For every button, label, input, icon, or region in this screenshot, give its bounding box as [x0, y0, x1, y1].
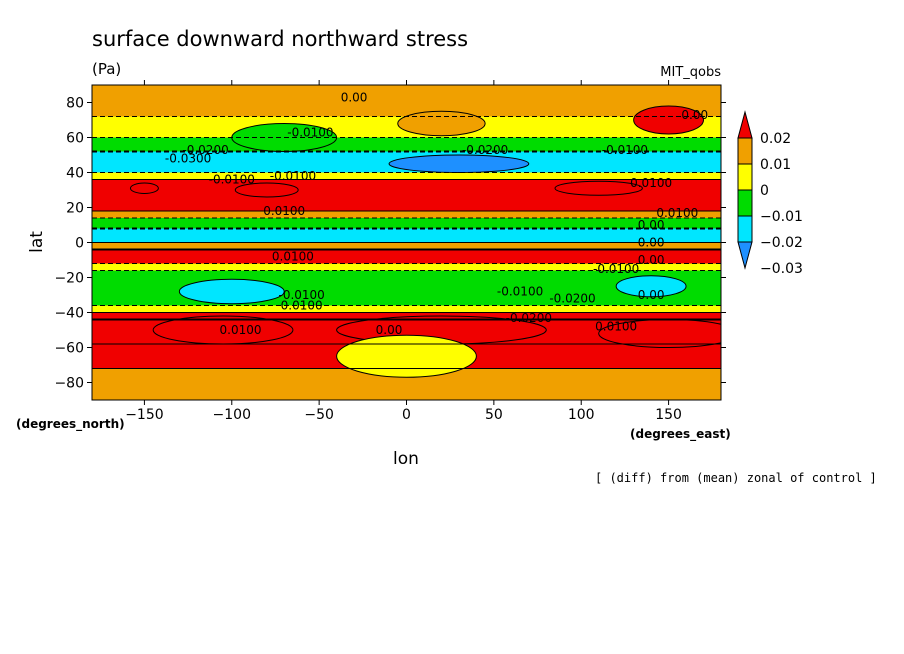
contour-label: -0.0100 [602, 143, 648, 157]
model-label: MIT_qobs [660, 65, 721, 80]
colorbar-segment [737, 189, 753, 217]
contour-label: 0.0100 [656, 206, 698, 220]
y-tick-label: 0 [75, 236, 84, 252]
zonal-band [92, 172, 721, 180]
zonal-band [92, 305, 721, 313]
contour-label: -0.0100 [209, 173, 255, 187]
x-tick-label: −100 [213, 407, 251, 423]
zonal-band [92, 249, 721, 264]
anomaly-region [397, 110, 486, 137]
contour-label: -0.0100 [593, 262, 639, 276]
x-tick-label: −50 [304, 407, 334, 423]
y-unit-label: (degrees_north) [16, 417, 125, 432]
x-tick-label: 150 [655, 407, 682, 423]
anomaly-region [633, 105, 705, 135]
contour-label: 0.00 [376, 323, 403, 337]
colorbar-label: −0.03 [760, 261, 803, 277]
x-tick-label: 50 [485, 407, 503, 423]
zonal-band [92, 242, 721, 250]
contour-label: 0.00 [638, 218, 665, 232]
anomaly-region [388, 154, 530, 173]
contour-label: 0.00 [341, 90, 368, 104]
contour-label: -0.0100 [497, 285, 543, 299]
footnote: [ (diff) from (mean) zonal of control ] [595, 471, 877, 485]
units-label: (Pa) [92, 60, 121, 78]
contour-label: -0.0200 [182, 143, 228, 157]
colorbar-segment [737, 163, 753, 191]
zonal-band [92, 218, 721, 229]
colorbar-label: −0.01 [760, 209, 803, 225]
colorbar-label: 0.01 [760, 157, 791, 173]
anomaly-region [129, 182, 159, 194]
x-axis-label: lon [393, 449, 419, 469]
contour-label: -0.0200 [549, 292, 595, 306]
colorbar-label: −0.02 [760, 235, 803, 251]
y-tick-label: 60 [66, 131, 84, 147]
contour-label: 0.0100 [220, 323, 262, 337]
contour-label: 0.00 [638, 253, 665, 267]
chart-title: surface downward northward stress [92, 27, 468, 51]
anomaly-region [178, 278, 285, 305]
zonal-band [92, 211, 721, 218]
contour-label: 0.0100 [595, 320, 637, 334]
y-axis: −80 −60 −40 −20 0 20 40 60 80 [54, 96, 726, 392]
y-tick-label: 20 [66, 201, 84, 217]
colorbar-label: 0.02 [760, 131, 791, 147]
anomaly-region [615, 275, 687, 298]
y-tick-label: −80 [54, 376, 84, 392]
x-tick-label: 100 [568, 407, 595, 423]
contour-label: 0.0100 [272, 250, 314, 264]
contour-label: 0.0100 [630, 176, 672, 190]
colorbar-legend: 0.02 0.01 0 −0.01 −0.02 −0.03 [737, 110, 803, 277]
colorbar-segment [737, 110, 753, 139]
colorbar-segment [737, 241, 753, 270]
contour-label: -0.0200 [462, 143, 508, 157]
colorbar-label: 0 [760, 183, 769, 199]
zonal-band [92, 228, 721, 243]
anomaly-region [336, 334, 477, 378]
y-axis-label: lat [27, 231, 47, 253]
y-tick-label: −60 [54, 341, 84, 357]
contour-field [92, 85, 721, 400]
contour-label: -0.0300 [165, 152, 211, 166]
contour-labels: 0.00-0.0100-0.0200-0.0300-0.0200 -0.01000… [165, 90, 708, 337]
contour-label: 0.0100 [281, 299, 323, 313]
colorbar-segment [737, 137, 753, 165]
zonal-band [92, 312, 721, 320]
anomaly-region [554, 180, 643, 196]
x-unit-label: (degrees_east) [630, 427, 731, 442]
contour-label: -0.0100 [270, 169, 316, 183]
contour-label: 0.00 [681, 108, 708, 122]
x-tick-label: 0 [402, 407, 411, 423]
y-tick-label: −20 [54, 271, 84, 287]
y-tick-label: 40 [66, 166, 84, 182]
x-axis: −150 −100 −50 0 50 100 150 [125, 80, 682, 423]
y-tick-label: 80 [66, 96, 84, 112]
anomaly-region [234, 182, 299, 198]
contour-label: 0.00 [638, 288, 665, 302]
y-tick-label: −40 [54, 306, 84, 322]
contour-label: -0.0200 [506, 311, 552, 325]
zonal-band [92, 85, 721, 117]
contour-label: -0.0100 [279, 288, 325, 302]
x-tick-label: −150 [125, 407, 163, 423]
zonal-band [92, 263, 721, 271]
colorbar-segment [737, 215, 753, 243]
contour-label: -0.0100 [287, 125, 333, 139]
contour-label: 0.0100 [263, 204, 305, 218]
contour-label: 0.00 [638, 236, 665, 250]
